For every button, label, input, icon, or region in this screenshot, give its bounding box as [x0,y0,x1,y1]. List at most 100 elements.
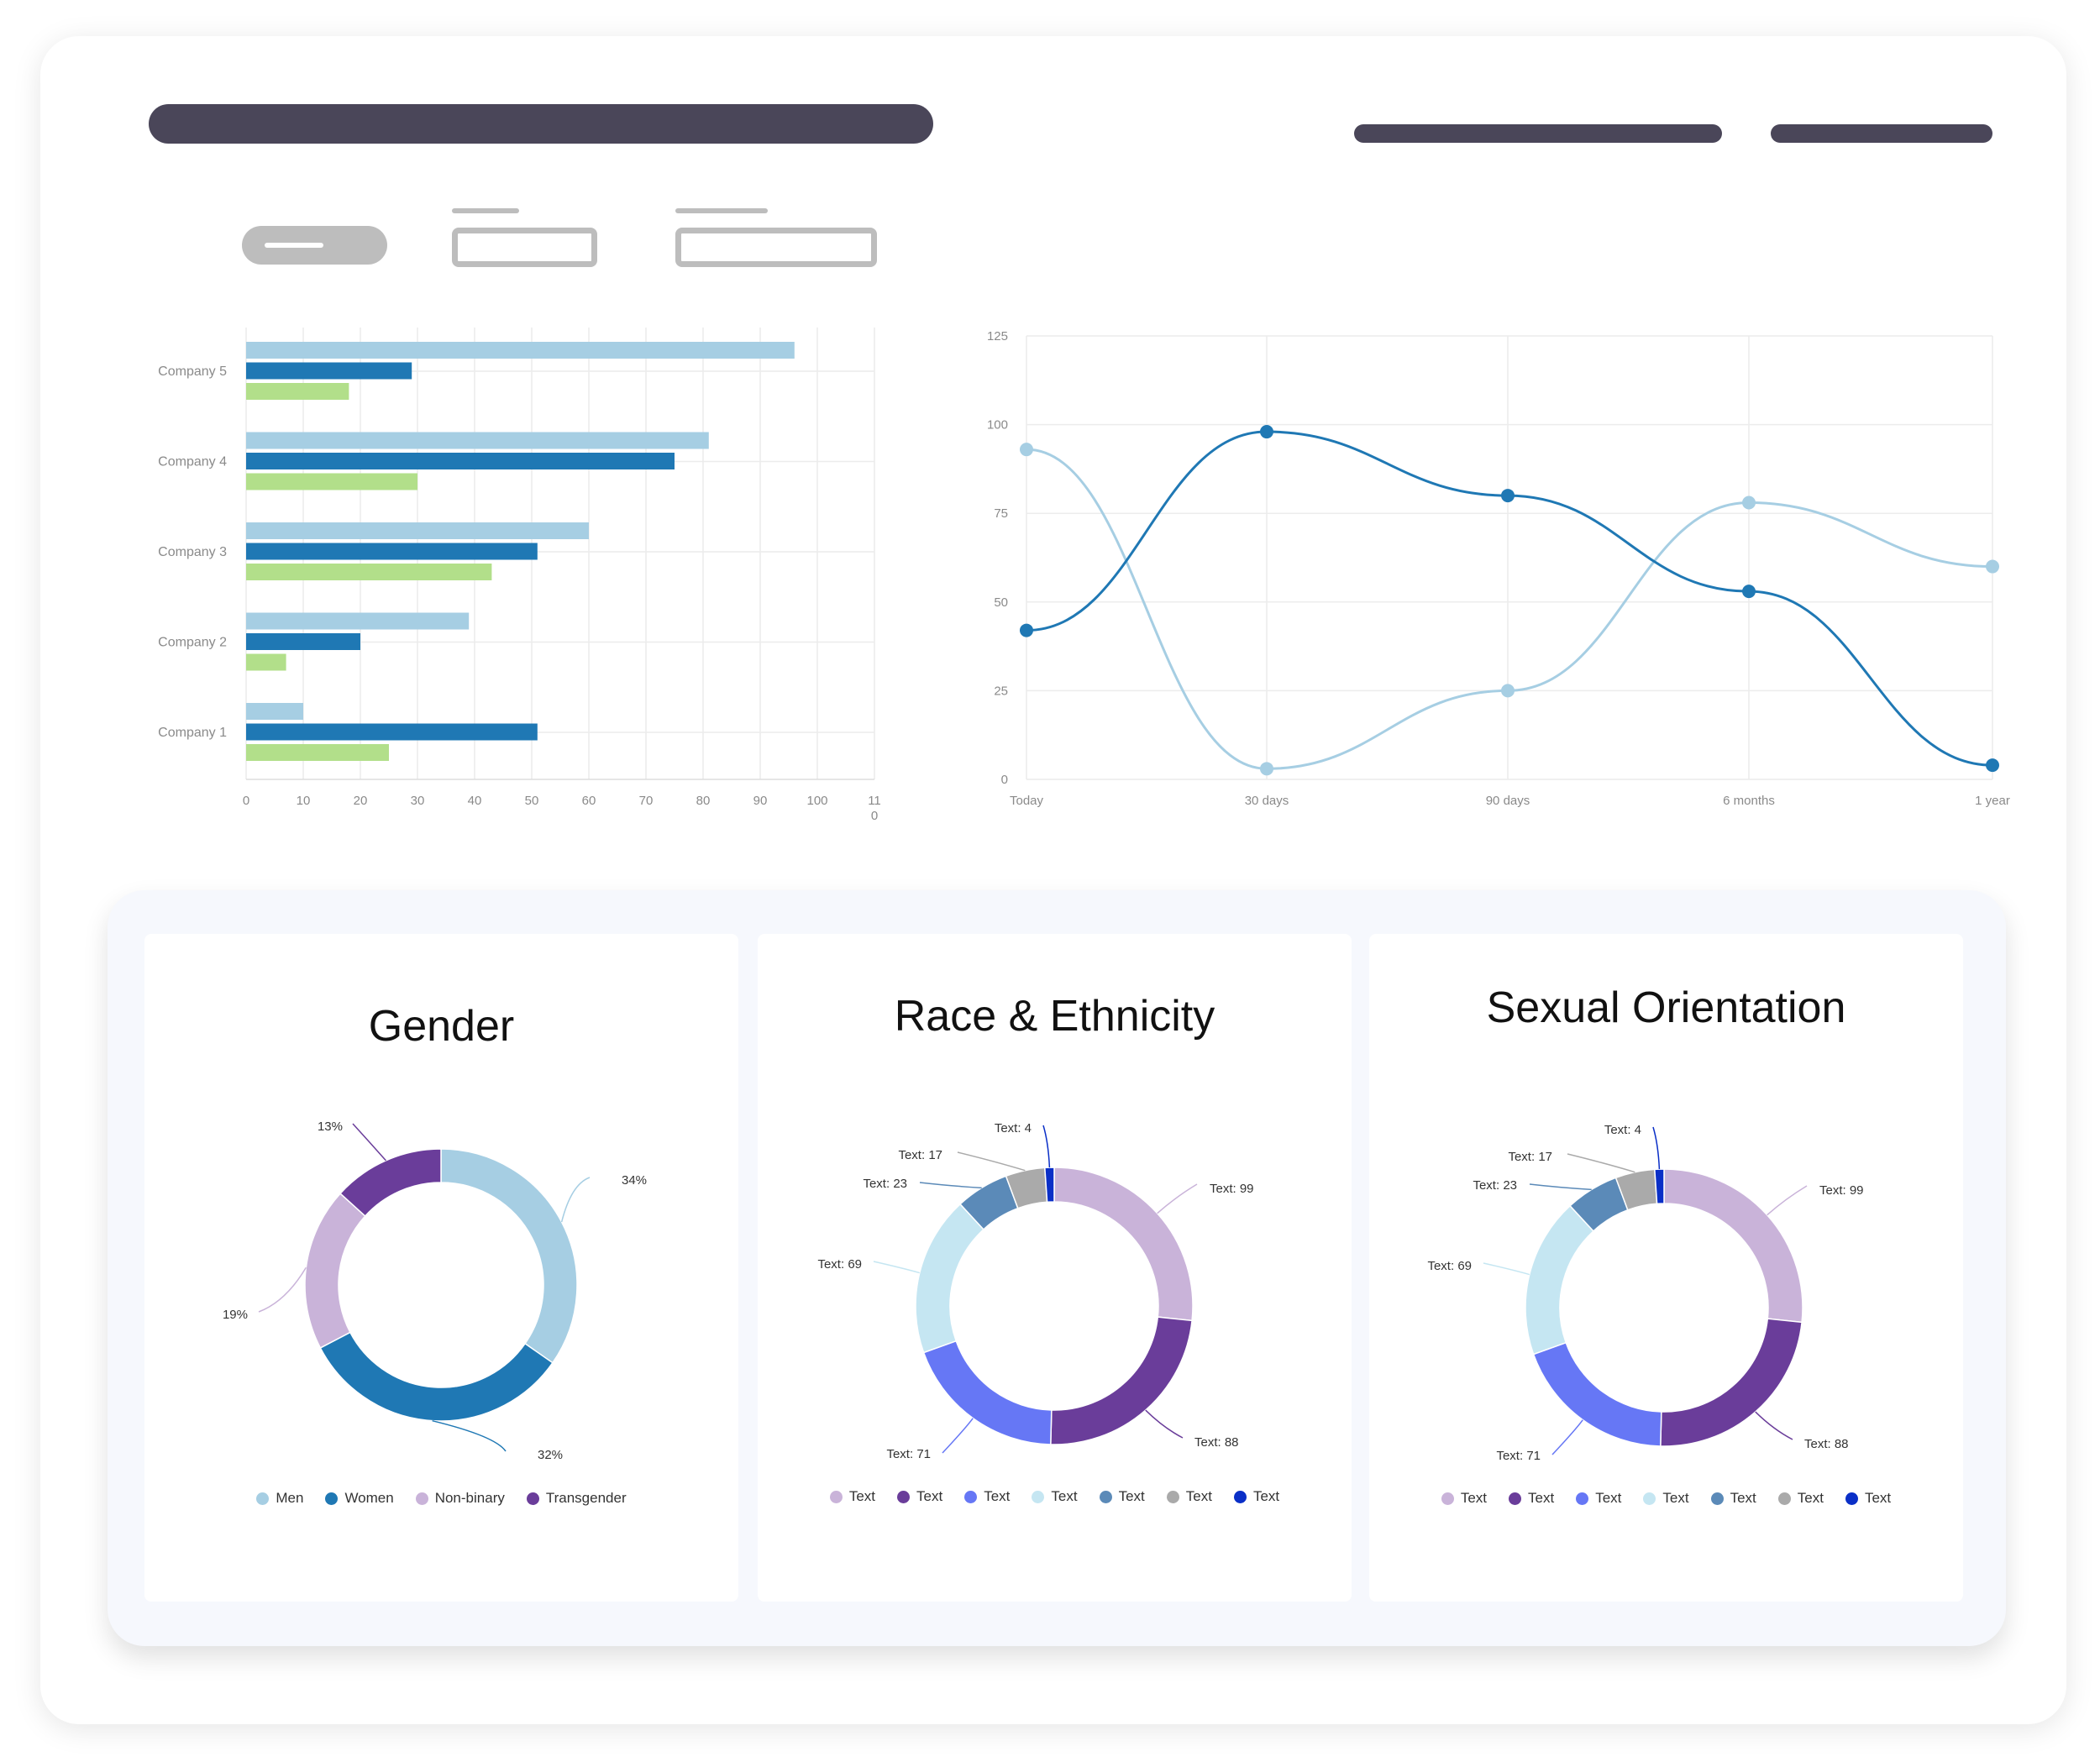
legend-item[interactable]: Text [1099,1488,1145,1505]
legend-item[interactable]: Women [325,1490,394,1507]
leader-line [919,1182,982,1189]
x-tick-label: 10 [297,794,311,808]
legend-item[interactable]: Text [1166,1488,1212,1505]
donut-label: Text: 99 [1210,1182,1254,1196]
legend-swatch [1166,1490,1179,1503]
legend-swatch [1576,1492,1589,1505]
race-ethnicity-panel: Race & Ethnicity Text Text Text Text Text Tex… [758,934,1352,1602]
donut-label: Text: 69 [817,1257,862,1272]
x-tick-label: 20 [354,794,368,808]
legend-label: Text [848,1488,876,1504]
leader-line [1567,1153,1635,1173]
data-point [1501,489,1515,503]
panel-title: Sexual Orientation [1486,983,1846,1032]
legend-swatch [1441,1492,1454,1505]
bar [246,543,538,560]
category-label: Company 2 [158,636,227,650]
legend-item[interactable]: Text [1643,1490,1689,1507]
data-point [1986,559,1999,574]
legend-item[interactable]: Text [1777,1490,1824,1507]
nav-link-placeholder-1[interactable] [1354,124,1722,143]
legend-label: Text [984,1488,1011,1504]
legend-label: Non-binary [434,1490,505,1506]
legend-item[interactable]: Text [1032,1488,1078,1505]
bar [246,744,389,761]
field-label-placeholder-2 [675,208,768,213]
leader-line [1145,1409,1184,1439]
legend-item[interactable]: Text [1509,1490,1554,1507]
leader-line [258,1266,307,1313]
legend-label: Text [1797,1490,1824,1506]
bar [246,432,709,449]
donut-segment [922,1340,1053,1445]
legend-item[interactable]: Text [1710,1490,1756,1507]
leader-line [1755,1411,1793,1440]
legend-item[interactable]: Men [256,1490,303,1507]
donut-label: Text: 88 [1804,1437,1849,1451]
pill-label-placeholder [265,243,323,248]
sexual-orientation-panel: Sexual Orientation Text Text Text Text Text T… [1369,934,1963,1602]
donut-label: Text: 4 [1604,1123,1641,1137]
donut-label: 19% [223,1308,248,1322]
leader-line [957,1151,1026,1172]
donut-segment [1532,1341,1662,1447]
donut-label: Text: 23 [1473,1178,1517,1193]
x-tick-label: 0 [243,794,249,808]
legend-item[interactable]: Non-binary [415,1490,505,1507]
bar [246,564,492,580]
category-label: Company 4 [158,455,227,469]
donut-segment [339,1148,442,1218]
page-title-placeholder [149,104,933,144]
chart-legend: Text Text Text Text Text Text Text [758,1488,1352,1505]
data-point [1742,585,1756,599]
legend-item[interactable]: Text [1233,1488,1279,1505]
legend-item[interactable]: Text [829,1488,876,1505]
legend-swatch [829,1490,843,1503]
filter-pill-button[interactable] [242,226,387,265]
legend-label: Text [1864,1490,1892,1506]
leader-line [432,1419,507,1452]
y-tick-label: 100 [987,418,1008,433]
legend-item[interactable]: Text [1441,1490,1487,1507]
legend-item[interactable]: Text [897,1488,942,1505]
legend-swatch [415,1492,428,1505]
legend-item[interactable]: Transgender [526,1490,627,1507]
bar [246,362,412,380]
legend-swatch [1777,1492,1791,1505]
legend-item[interactable]: Text [1845,1490,1891,1507]
donut-segment [1654,1168,1665,1205]
legend-item[interactable]: Text [964,1488,1010,1505]
donut-segment [1050,1316,1193,1445]
x-tick-label: 30 [411,794,425,808]
donut-label: 13% [318,1120,343,1134]
x-tick-label: 70 [639,794,654,808]
x-tick-label: 0 [871,809,878,823]
leader-line [1157,1183,1198,1214]
legend-swatch [897,1490,911,1503]
gender-panel: Gender Men Women Non-binary Transgender [144,934,738,1602]
legend-swatch [1710,1492,1724,1505]
donut-segment [440,1148,578,1364]
data-point [1260,762,1273,776]
nav-link-placeholder-2[interactable] [1771,124,1992,143]
donut-segment [304,1193,366,1349]
field-label-placeholder-1 [452,208,519,213]
legend-swatch [1845,1492,1858,1505]
donut-label: Text: 71 [1496,1449,1541,1463]
leader-line [1652,1126,1661,1170]
donut-segment [1053,1167,1194,1322]
x-tick-label: 50 [525,794,539,808]
filter-field-2[interactable] [675,228,877,267]
leader-line [1529,1183,1592,1191]
leader-line [1551,1419,1583,1455]
donut-segment [1525,1204,1594,1356]
y-tick-label: 25 [994,684,1008,698]
legend-item[interactable]: Text [1576,1490,1621,1507]
legend-swatch [964,1490,978,1503]
legend-label: Text [1528,1490,1555,1506]
legend-swatch [1099,1490,1112,1503]
legend-label: Women [344,1490,394,1506]
data-point [1260,425,1273,439]
filter-field-1[interactable] [452,228,597,267]
donut-label: 34% [622,1173,647,1188]
